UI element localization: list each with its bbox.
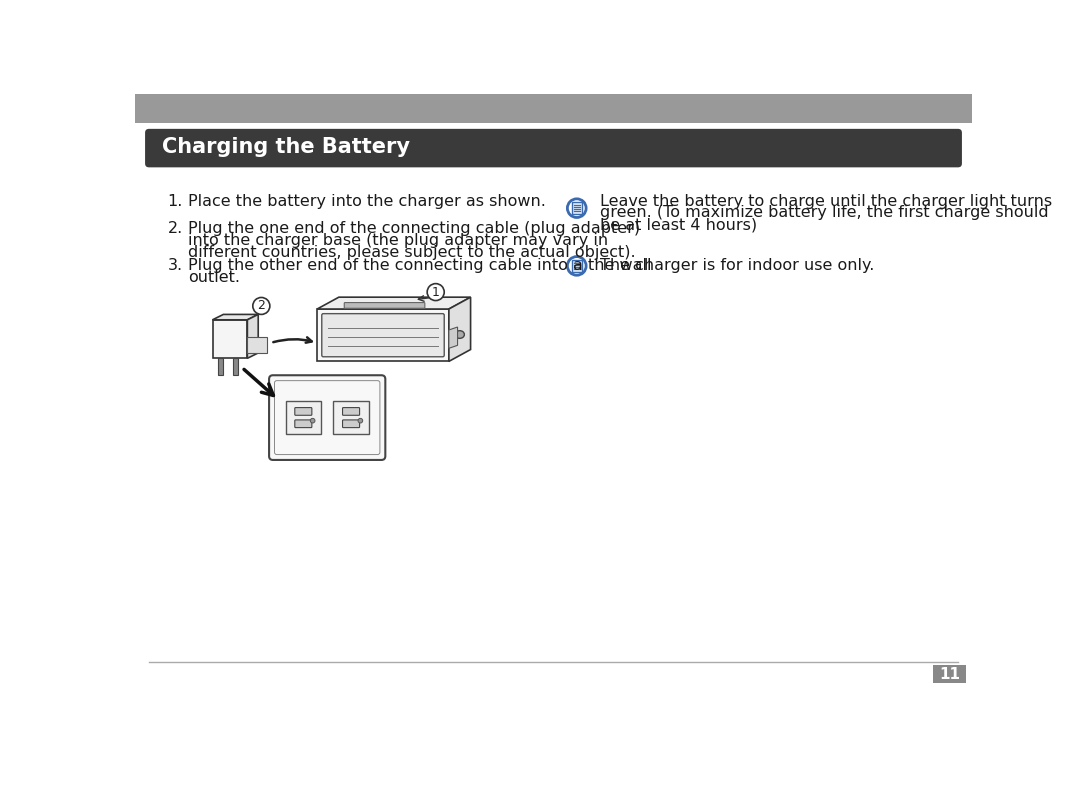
Polygon shape [449,327,458,349]
Text: 2: 2 [257,299,266,312]
FancyBboxPatch shape [322,314,444,356]
Polygon shape [213,319,247,358]
Polygon shape [247,315,258,358]
FancyBboxPatch shape [269,375,386,460]
FancyBboxPatch shape [571,260,582,272]
Polygon shape [318,298,471,309]
FancyBboxPatch shape [295,420,312,428]
Circle shape [253,298,270,315]
Bar [347,303,387,308]
FancyBboxPatch shape [334,401,369,434]
Text: Leave the battery to charge until the charger light turns: Leave the battery to charge until the ch… [600,194,1052,209]
Circle shape [359,418,363,423]
Ellipse shape [455,330,464,338]
Text: different countries, please subject to the actual object).: different countries, please subject to t… [188,245,635,260]
Text: into the charger base (the plug adapter may vary in: into the charger base (the plug adapter … [188,233,608,248]
Bar [933,665,966,683]
Text: green. (To maximize battery life, the first charge should: green. (To maximize battery life, the fi… [600,206,1049,221]
FancyBboxPatch shape [342,407,360,415]
Text: outlet.: outlet. [188,270,240,285]
Circle shape [428,283,444,301]
FancyBboxPatch shape [145,129,962,167]
FancyBboxPatch shape [571,203,582,214]
FancyBboxPatch shape [345,302,424,309]
Text: 3.: 3. [167,258,183,273]
Polygon shape [247,337,267,352]
Text: 11: 11 [939,666,960,681]
FancyBboxPatch shape [342,420,360,428]
Text: be at least 4 hours): be at least 4 hours) [600,217,757,232]
Polygon shape [318,309,449,361]
Text: 1: 1 [432,286,440,298]
Polygon shape [233,358,238,375]
FancyBboxPatch shape [285,401,321,434]
Text: 1.: 1. [167,194,183,209]
Text: Plug the other end of the connecting cable into a the wall: Plug the other end of the connecting cab… [188,258,651,273]
Bar [135,94,972,122]
Text: The charger is for indoor use only.: The charger is for indoor use only. [600,258,875,273]
Text: Plug the one end of the connecting cable (plug adapter): Plug the one end of the connecting cable… [188,221,639,236]
Polygon shape [449,298,471,361]
FancyBboxPatch shape [295,407,312,415]
Polygon shape [213,315,258,319]
Polygon shape [218,358,222,375]
Text: Charging the Battery: Charging the Battery [162,137,410,157]
Text: 2.: 2. [167,221,183,236]
Text: Place the battery into the charger as shown.: Place the battery into the charger as sh… [188,194,545,209]
Circle shape [310,418,315,423]
